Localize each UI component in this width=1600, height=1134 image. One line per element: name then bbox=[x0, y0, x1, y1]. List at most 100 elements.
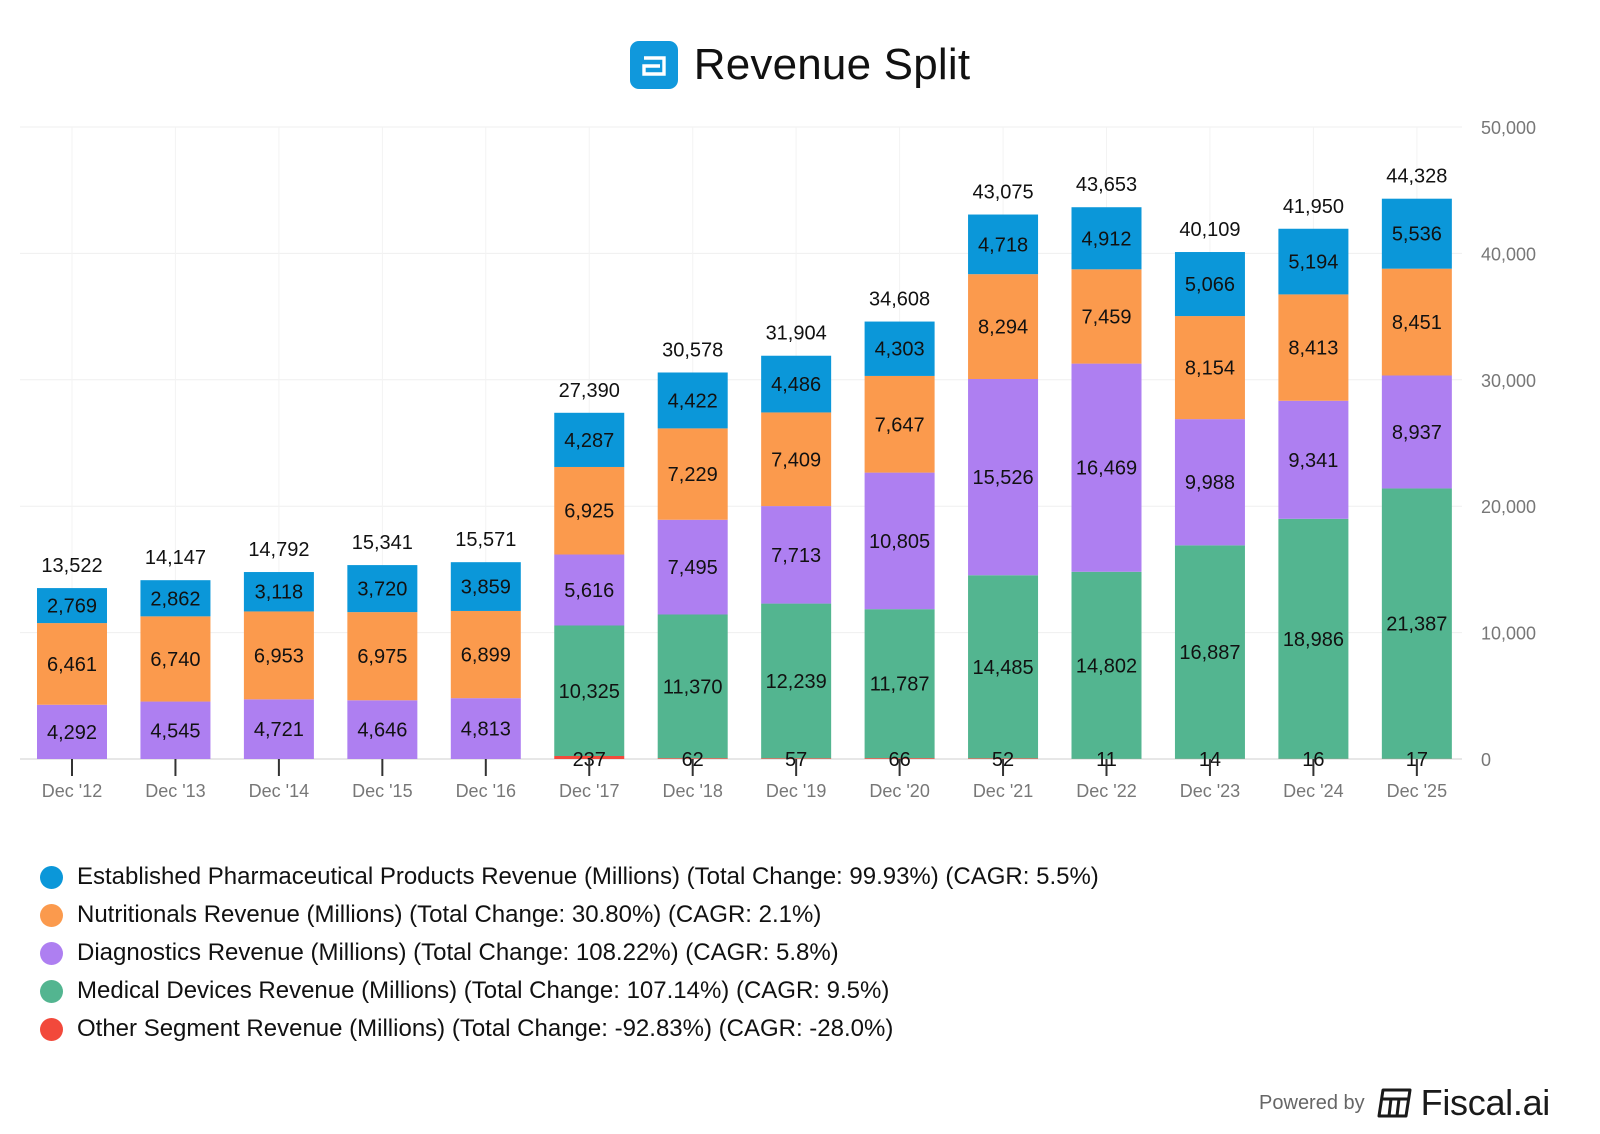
x-tick-label: Dec '17 bbox=[559, 781, 619, 801]
bar-label-established: 4,718 bbox=[978, 234, 1028, 256]
bar-label-medical: 18,986 bbox=[1283, 629, 1344, 651]
bar-label-established: 3,118 bbox=[255, 582, 304, 604]
legend-label-established: Established Pharmaceutical Products Reve… bbox=[77, 863, 1099, 890]
bar-label-nutritionals: 6,740 bbox=[150, 649, 200, 671]
x-tick-label: Dec '12 bbox=[42, 781, 102, 801]
bar-label-diagnostics: 10,805 bbox=[869, 531, 930, 553]
bar-segment-diagnostics bbox=[347, 700, 418, 759]
bar-label-nutritionals: 6,975 bbox=[357, 646, 407, 668]
bar-segment-diagnostics bbox=[1278, 400, 1349, 519]
bar-label-established: 3,720 bbox=[357, 579, 407, 601]
bar-label-nutritionals: 7,409 bbox=[771, 449, 821, 471]
bar-segment-established bbox=[864, 321, 935, 376]
bar-segment-established bbox=[657, 372, 728, 429]
legend-swatch-other bbox=[40, 1017, 63, 1041]
bar-label-medical: 16,887 bbox=[1179, 642, 1240, 664]
bar-total-label: 13,522 bbox=[41, 555, 102, 577]
bar-segment-medical bbox=[1381, 488, 1452, 759]
bar-segment-other bbox=[657, 758, 728, 759]
bar-segment-diagnostics bbox=[243, 699, 314, 759]
bar-total-label: 34,608 bbox=[869, 289, 930, 311]
bar-segment-diagnostics bbox=[1381, 375, 1452, 489]
bar-label-diagnostics: 4,813 bbox=[461, 719, 511, 741]
bar-segment-diagnostics bbox=[1174, 419, 1245, 546]
bar-segment-diagnostics bbox=[140, 701, 211, 759]
bar-label-nutritionals: 6,925 bbox=[564, 501, 614, 523]
bar-total-label: 15,571 bbox=[455, 529, 516, 551]
x-tick-label: Dec '13 bbox=[145, 781, 205, 801]
bar-segment-nutritionals bbox=[968, 274, 1039, 380]
bar-segment-medical bbox=[1174, 545, 1245, 759]
legend-item-other[interactable]: Other Segment Revenue (Millions) (Total … bbox=[40, 1010, 1099, 1048]
legend-label-medical: Medical Devices Revenue (Millions) (Tota… bbox=[77, 977, 890, 1004]
bar-segment-diagnostics bbox=[554, 554, 625, 626]
bar-total-label: 43,075 bbox=[972, 182, 1033, 204]
bar-segment-other bbox=[968, 758, 1039, 759]
bar-segment-established bbox=[347, 565, 418, 613]
bar-segment-medical bbox=[761, 603, 832, 759]
bar-segment-established bbox=[761, 355, 832, 413]
x-tick-label: Dec '14 bbox=[249, 781, 309, 801]
bar-segment-established bbox=[1174, 252, 1245, 317]
x-tick-label: Dec '23 bbox=[1180, 781, 1240, 801]
x-tick-label: Dec '25 bbox=[1387, 781, 1447, 801]
fiscal-brand[interactable]: Fiscal.ai bbox=[1377, 1082, 1550, 1124]
bar-label-medical: 10,325 bbox=[559, 681, 620, 703]
bar-segment-nutritionals bbox=[554, 466, 625, 555]
bar-label-diagnostics: 4,292 bbox=[47, 722, 97, 744]
y-tick-label: 40,000 bbox=[1481, 244, 1536, 264]
bar-segment-other bbox=[761, 758, 832, 759]
legend-item-diagnostics[interactable]: Diagnostics Revenue (Millions) (Total Ch… bbox=[40, 934, 1099, 972]
bar-label-nutritionals: 7,647 bbox=[875, 414, 925, 436]
fiscal-brand-name: Fiscal.ai bbox=[1420, 1082, 1551, 1123]
bar-segment-nutritionals bbox=[1174, 316, 1245, 420]
bar-label-nutritionals: 7,459 bbox=[1081, 306, 1131, 328]
bar-segment-other bbox=[554, 756, 625, 759]
bar-segment-nutritionals bbox=[347, 612, 418, 701]
bar-segment-nutritionals bbox=[37, 623, 107, 705]
bar-segment-established bbox=[1278, 228, 1349, 295]
legend-label-diagnostics: Diagnostics Revenue (Millions) (Total Ch… bbox=[77, 939, 839, 966]
bar-label-nutritionals: 8,294 bbox=[978, 317, 1028, 339]
bar-segment-nutritionals bbox=[761, 412, 832, 507]
bar-segment-medical bbox=[1071, 571, 1142, 759]
bar-label-diagnostics: 9,341 bbox=[1288, 450, 1338, 472]
bar-segment-diagnostics bbox=[864, 472, 935, 610]
legend-item-nutritionals[interactable]: Nutritionals Revenue (Millions) (Total C… bbox=[40, 896, 1099, 934]
legend-item-medical[interactable]: Medical Devices Revenue (Millions) (Tota… bbox=[40, 972, 1099, 1010]
bar-label-diagnostics: 9,988 bbox=[1185, 472, 1235, 494]
y-tick-label: 30,000 bbox=[1481, 371, 1536, 391]
legend-label-other: Other Segment Revenue (Millions) (Total … bbox=[77, 1015, 894, 1042]
bar-label-diagnostics: 5,616 bbox=[564, 580, 614, 602]
bar-segment-nutritionals bbox=[1278, 294, 1349, 401]
bar-label-established: 5,536 bbox=[1392, 224, 1442, 246]
bar-segment-established bbox=[243, 572, 314, 612]
bar-total-label: 31,904 bbox=[766, 323, 827, 345]
bar-label-medical: 14,802 bbox=[1076, 655, 1137, 677]
bar-segment-established bbox=[1381, 198, 1452, 269]
bar-total-label: 41,950 bbox=[1283, 196, 1344, 218]
bar-segment-nutritionals bbox=[243, 611, 314, 700]
bar-label-established: 4,486 bbox=[771, 374, 821, 396]
bar-total-label: 14,792 bbox=[248, 539, 309, 561]
legend-item-established[interactable]: Established Pharmaceutical Products Reve… bbox=[40, 858, 1099, 896]
bar-label-nutritionals: 6,953 bbox=[254, 645, 304, 667]
bar-label-nutritionals: 8,154 bbox=[1185, 358, 1235, 380]
x-tick-label: Dec '22 bbox=[1076, 781, 1136, 801]
powered-by-label: Powered by bbox=[1259, 1091, 1365, 1114]
bar-label-diagnostics: 4,545 bbox=[150, 720, 200, 742]
x-tick-label: Dec '24 bbox=[1283, 781, 1343, 801]
company-logo-icon bbox=[629, 41, 678, 89]
bar-label-established: 2,862 bbox=[150, 588, 200, 610]
bar-segment-established bbox=[968, 214, 1039, 275]
x-tick-label: Dec '16 bbox=[456, 781, 516, 801]
fiscal-logo-icon bbox=[1377, 1088, 1412, 1118]
bar-label-nutritionals: 8,451 bbox=[1392, 312, 1442, 334]
bar-label-diagnostics: 4,721 bbox=[254, 719, 304, 741]
bar-segment-other bbox=[864, 758, 935, 759]
bar-segment-nutritionals bbox=[1071, 269, 1142, 364]
revenue-stacked-bar-chart: 0 10,000 20,000 30,000 40,000 50,000 4,292 6,46… bbox=[20, 118, 1536, 801]
bar-label-established: 4,287 bbox=[564, 430, 614, 452]
bar-label-established: 4,912 bbox=[1081, 228, 1131, 250]
legend-swatch-medical bbox=[40, 979, 63, 1003]
